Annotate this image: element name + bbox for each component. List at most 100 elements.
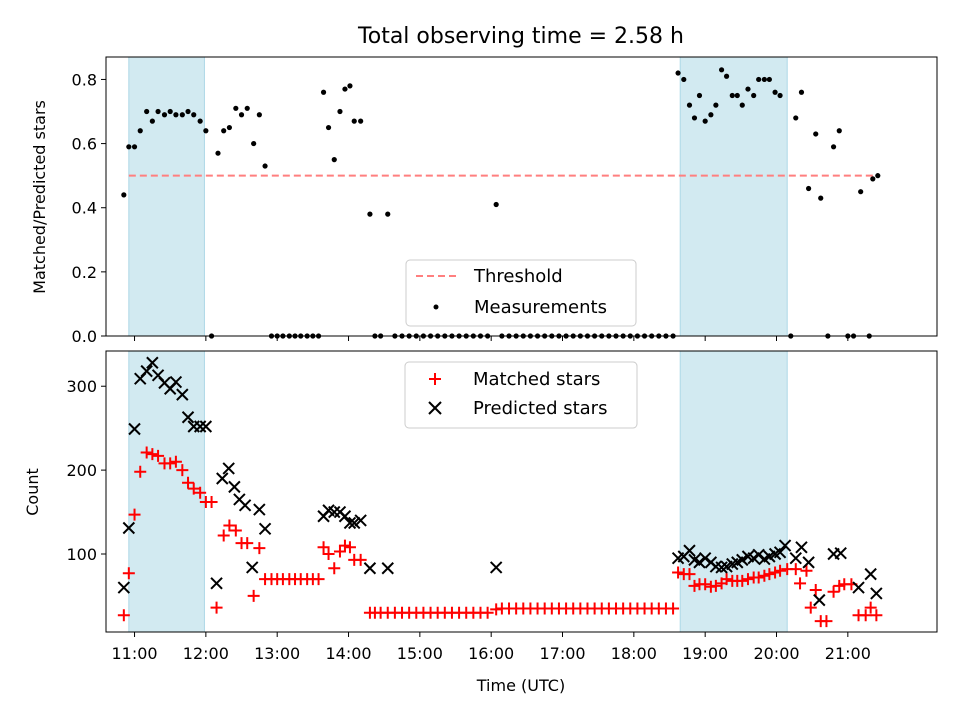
x-axis-label: Time (UTC) — [476, 676, 565, 695]
x-tick-label: 16:00 — [468, 644, 514, 663]
top-panel: 0.00.20.40.60.8 Matched/Predicted stars … — [30, 56, 938, 346]
measurement-point — [347, 83, 353, 89]
matched-star-marker — [152, 449, 165, 462]
predicted-star-marker — [813, 593, 826, 607]
y-tick-label: 0.8 — [72, 70, 97, 89]
matched-star-marker — [253, 542, 266, 555]
matched-star-marker — [343, 541, 356, 554]
predicted-star-marker — [773, 546, 787, 559]
predicted-star-marker — [140, 364, 153, 378]
matched-star-marker — [247, 589, 260, 602]
x-tick-label: 18:00 — [611, 644, 657, 663]
predicted-star-marker — [348, 516, 361, 530]
x-tick-label: 11:00 — [111, 644, 157, 663]
measurement-point — [830, 144, 837, 150]
matched-star-marker — [128, 508, 141, 521]
measurement-point — [320, 89, 327, 95]
measurement-point — [723, 73, 730, 79]
matched-star-marker — [481, 606, 494, 619]
matched-star-marker — [140, 446, 153, 459]
matched-star-marker — [223, 519, 236, 532]
predicted-star-marker — [258, 522, 272, 536]
predicted-star-marker — [199, 420, 213, 433]
matched-star-marker — [774, 564, 787, 577]
matched-star-marker — [820, 615, 833, 628]
predicted-star-marker — [210, 577, 223, 590]
measurement-point — [818, 195, 824, 201]
matched-star-marker — [804, 601, 817, 614]
observing-interval — [128, 350, 205, 633]
y-tick-label: 0.2 — [72, 263, 97, 282]
measurement-point — [777, 92, 783, 99]
measurement-point — [337, 108, 343, 115]
measurement-point — [691, 115, 698, 121]
measurement-point — [203, 128, 209, 134]
legend-matched-swatch — [429, 373, 441, 385]
measurement-point — [696, 92, 703, 99]
matched-star-marker — [683, 568, 696, 581]
x-tick-label: 15:00 — [397, 644, 443, 663]
measurement-point — [185, 108, 191, 115]
legend-threshold-label: Threshold — [473, 266, 563, 287]
matched-star-marker — [800, 564, 813, 577]
measurement-point — [126, 144, 132, 150]
predicted-star-marker — [834, 546, 847, 560]
predicted-star-marker — [802, 556, 815, 569]
measurement-point — [875, 173, 881, 179]
measurement-point — [226, 124, 233, 131]
top-shaded-intervals — [128, 56, 788, 337]
measurement-point — [729, 92, 735, 99]
predicted-star-marker — [181, 411, 195, 424]
matched-star-marker — [176, 464, 189, 477]
measurement-point — [167, 108, 173, 115]
measurement-point — [761, 76, 767, 83]
measurement-point — [233, 105, 239, 111]
predicted-star-marker — [117, 581, 131, 594]
matched-star-marker — [827, 585, 840, 598]
measurement-point — [191, 112, 197, 118]
predicted-star-marker — [789, 551, 802, 565]
predicted-star-marker — [128, 422, 141, 436]
matched-star-marker — [794, 577, 807, 590]
measurement-point — [238, 112, 245, 118]
matched-star-marker — [117, 609, 130, 622]
measurement-point — [718, 67, 725, 73]
matched-star-marker — [667, 602, 680, 615]
predicted-star-marker — [489, 561, 503, 574]
measurement-point — [149, 118, 155, 124]
matched-star-marker — [122, 567, 135, 580]
predicted-star-marker — [228, 480, 241, 494]
predicted-star-marker — [122, 521, 136, 535]
measurement-point — [173, 112, 179, 118]
legend-measurements-swatch — [433, 304, 439, 310]
measurement-point — [798, 89, 805, 95]
matched-star-marker — [752, 571, 765, 584]
measurement-point — [734, 92, 740, 99]
matched-stars-points — [117, 446, 883, 628]
predicted-star-marker — [169, 375, 183, 389]
matched-star-marker — [870, 609, 883, 622]
measurement-point — [358, 118, 364, 124]
legend-predicted-swatch — [428, 401, 442, 415]
matched-star-marker — [789, 563, 802, 576]
measurement-point — [793, 115, 799, 121]
measurement-point — [836, 128, 842, 134]
matched-star-marker — [146, 448, 159, 461]
matched-star-marker — [720, 573, 733, 586]
predicted-star-marker — [343, 516, 357, 530]
measurement-point — [870, 176, 876, 182]
top-legend: Threshold Measurements — [405, 259, 637, 327]
predicted-stars-points — [117, 356, 883, 607]
matched-star-marker — [859, 609, 872, 622]
matched-star-marker — [205, 495, 218, 508]
predicted-star-marker — [698, 551, 712, 565]
bottom-plot-frame — [105, 350, 938, 633]
measurement-point — [161, 112, 168, 118]
x-tick-label: 20:00 — [753, 644, 799, 663]
matched-star-marker — [809, 584, 822, 597]
measurement-point — [686, 102, 693, 108]
matched-star-marker — [182, 476, 195, 489]
measurement-point — [713, 102, 719, 108]
measurement-point — [244, 105, 250, 111]
measurement-point — [739, 102, 745, 108]
